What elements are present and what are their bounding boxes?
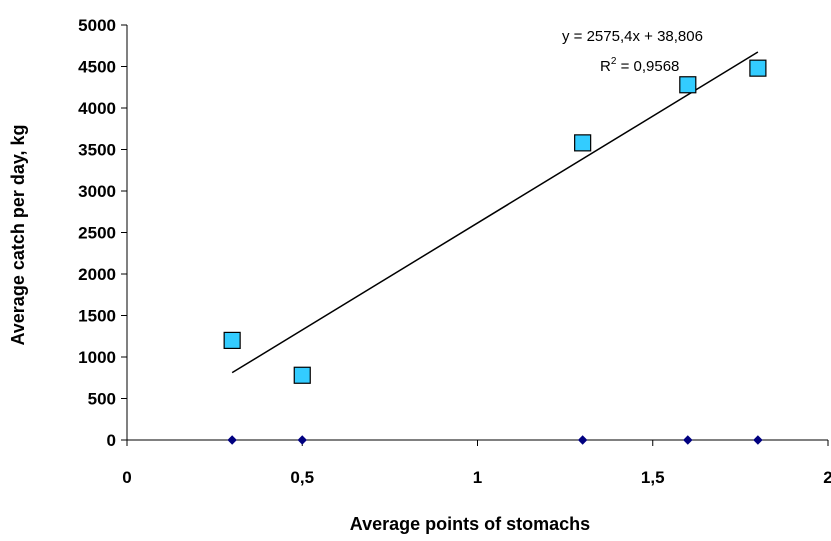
data-point-diamond: [683, 435, 693, 445]
data-point-square: [293, 366, 311, 384]
x-axis: 0 0,5 1 1,5 2: [122, 439, 831, 487]
y-tick-label: 1500: [78, 307, 116, 326]
x-tick-label: 0,5: [290, 468, 314, 487]
y-tick-label: 1000: [78, 348, 116, 367]
x-tick-label: 1,5: [641, 468, 665, 487]
y-tick-label: 4500: [78, 58, 116, 77]
x-axis-title: Average points of stomachs: [350, 514, 590, 534]
trendline: [231, 51, 759, 374]
data-point-diamond: [297, 435, 307, 445]
y-tick-label: 500: [88, 390, 116, 409]
trendline-group: [231, 51, 759, 374]
r-squared-superscript: 2: [611, 56, 617, 67]
trendline-equation: y = 2575,4x + 38,806: [562, 28, 703, 45]
r-squared-value: = 0,9568: [616, 58, 679, 75]
y-axis-title: Average catch per day, kg: [8, 124, 28, 345]
data-point-square: [574, 134, 592, 152]
data-point-square: [679, 76, 697, 94]
y-tick-label: 2000: [78, 265, 116, 284]
y-tick-label: 0: [107, 431, 116, 450]
x-tick-label: 0: [122, 468, 131, 487]
y-tick-label: 5000: [78, 16, 116, 35]
r-squared-label: R2 = 0,9568: [600, 56, 679, 75]
y-tick-label: 3000: [78, 182, 116, 201]
data-point-square: [749, 59, 767, 77]
data-point-diamond: [227, 435, 237, 445]
y-tick-label: 3500: [78, 141, 116, 160]
data-point-diamond: [577, 435, 588, 445]
y-axis: 0 500 1000 1500 2000 2500 3000 3500 4000 4500 5000: [78, 16, 128, 450]
y-tick-label: 2500: [78, 224, 116, 243]
r-squared-prefix: R: [600, 58, 611, 75]
data-points: [223, 59, 767, 445]
y-tick-label: 4000: [78, 99, 116, 118]
data-point-diamond: [753, 435, 763, 445]
x-tick-label: 2: [823, 468, 831, 487]
x-tick-label: 1: [473, 468, 482, 487]
data-point-square: [223, 331, 241, 349]
